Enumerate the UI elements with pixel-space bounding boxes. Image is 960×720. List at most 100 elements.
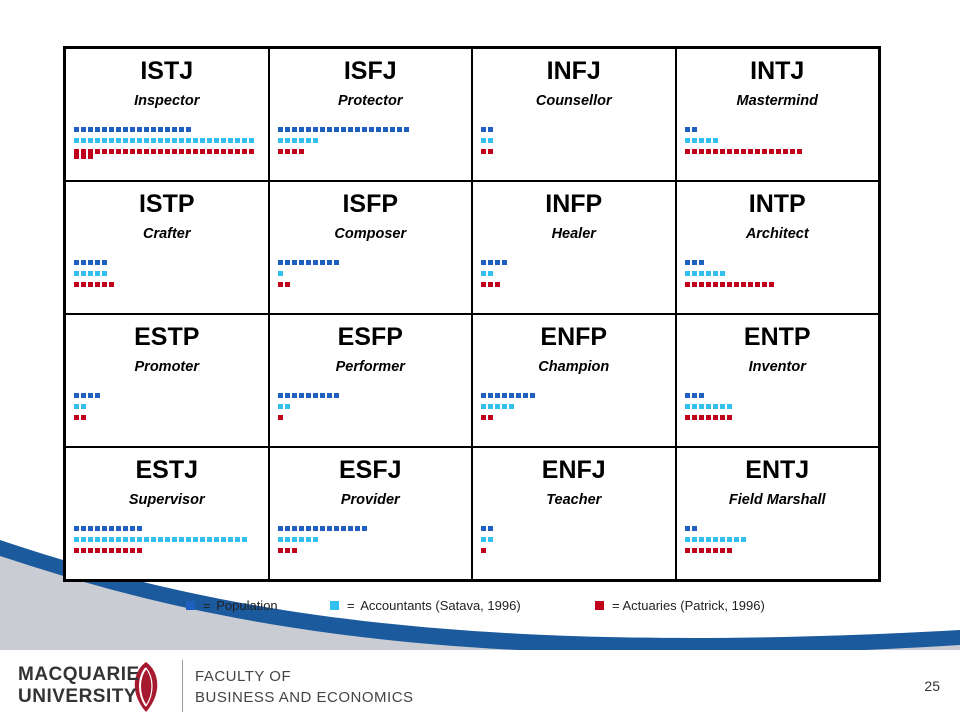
bar-act [277, 415, 466, 423]
bar-pop [481, 260, 669, 268]
bar-acc [277, 138, 466, 146]
bar-square-acc [291, 537, 297, 542]
university-logo: MACQUARIE UNIVERSITY [18, 664, 140, 708]
bar-square-act [144, 149, 149, 154]
bar-pop [684, 526, 873, 534]
type-cell-istj: ISTJ Inspector [65, 48, 269, 181]
bar-square-act [284, 149, 290, 154]
bar-square-act [782, 149, 788, 154]
bar-square-pop [481, 393, 486, 398]
bar-square-act [481, 548, 486, 553]
bar-square-acc [235, 537, 240, 542]
mbti-type-grid: ISTJ Inspector ISFJ Protector INFJ Counsellor… [63, 46, 881, 582]
bar-square-pop [74, 260, 79, 265]
bar-square-act [102, 149, 107, 154]
bar-square-acc [95, 138, 100, 143]
bar-square-pop [684, 127, 690, 132]
bar-square-acc [684, 537, 690, 542]
bar-square-pop [333, 526, 339, 531]
type-code: INTJ [750, 57, 805, 85]
bar-square-pop [109, 127, 114, 132]
bar-square-act [95, 548, 100, 553]
bar-square-pop [319, 260, 325, 265]
bar-square-acc [305, 138, 311, 143]
type-bars [277, 526, 466, 559]
bar-square-act [481, 149, 486, 154]
bar-square-act [733, 282, 739, 287]
footer-divider [182, 660, 183, 712]
bar-square-pop [74, 526, 79, 531]
bar-square-pop [123, 127, 128, 132]
bar-square-act [109, 282, 114, 287]
bar-square-acc [144, 537, 149, 542]
legend-symbol: = [203, 598, 215, 613]
bar-square-pop [488, 127, 493, 132]
bar-square-pop [74, 127, 79, 132]
university-line1: MACQUARIE [18, 664, 140, 685]
bar-square-acc [284, 537, 290, 542]
bar-square-act [88, 154, 93, 159]
bar-square-acc [488, 138, 493, 143]
bar-square-acc [305, 537, 311, 542]
type-code: INFJ [546, 57, 601, 85]
bar-square-pop [284, 393, 290, 398]
bar-square-pop [291, 127, 297, 132]
bar-square-acc [200, 537, 205, 542]
bar-square-pop [81, 127, 86, 132]
bar-square-act [221, 149, 226, 154]
bar-square-act [284, 548, 290, 553]
bar-square-act [74, 154, 79, 159]
bar-square-acc [712, 404, 718, 409]
bar-pop [74, 393, 262, 401]
bar-square-acc [691, 271, 697, 276]
bar-square-act [102, 548, 107, 553]
bar-act [684, 282, 873, 290]
type-code: INFP [545, 190, 603, 218]
bar-acc [481, 138, 669, 146]
bar-square-acc [726, 537, 732, 542]
bar-square-act [298, 149, 304, 154]
bar-square-acc [249, 138, 254, 143]
bar-square-pop [298, 260, 304, 265]
type-role: Composer [334, 226, 407, 242]
bar-square-acc [81, 404, 86, 409]
bar-square-pop [109, 526, 114, 531]
bar-square-act [74, 282, 79, 287]
bar-square-pop [481, 526, 486, 531]
bar-square-act [123, 149, 128, 154]
bar-square-act [172, 149, 177, 154]
type-bars [74, 526, 262, 559]
bar-square-pop [277, 393, 283, 398]
bar-square-acc [172, 138, 177, 143]
bar-act [481, 282, 669, 290]
bar-square-acc [74, 404, 79, 409]
type-cell-esfj: ESFJ Provider [268, 447, 472, 580]
bar-square-pop [291, 526, 297, 531]
bar-square-pop [172, 127, 177, 132]
bar-square-act [249, 149, 254, 154]
bar-square-act [684, 415, 690, 420]
type-role: Crafter [142, 226, 191, 242]
legend-label: Population [216, 598, 278, 613]
bar-square-pop [382, 127, 388, 132]
type-bars [74, 260, 262, 293]
bar-square-pop [481, 127, 486, 132]
bar-square-pop [88, 526, 93, 531]
legend-swatch [595, 601, 604, 610]
type-cell-esfp: ESFP Performer [268, 314, 472, 447]
bar-square-acc [284, 138, 290, 143]
bar-square-pop [88, 393, 93, 398]
bar-square-pop [165, 127, 170, 132]
bar-square-act [102, 282, 107, 287]
type-bars [684, 526, 873, 559]
bar-square-act [291, 548, 297, 553]
bar-square-pop [684, 526, 690, 531]
bar-square-acc [116, 537, 121, 542]
bar-square-act [726, 149, 732, 154]
bar-square-pop [305, 526, 311, 531]
bar-square-act [137, 548, 142, 553]
bar-square-pop [95, 526, 100, 531]
bar-square-pop [509, 393, 514, 398]
bar-square-act [712, 548, 718, 553]
bar-square-pop [691, 393, 697, 398]
